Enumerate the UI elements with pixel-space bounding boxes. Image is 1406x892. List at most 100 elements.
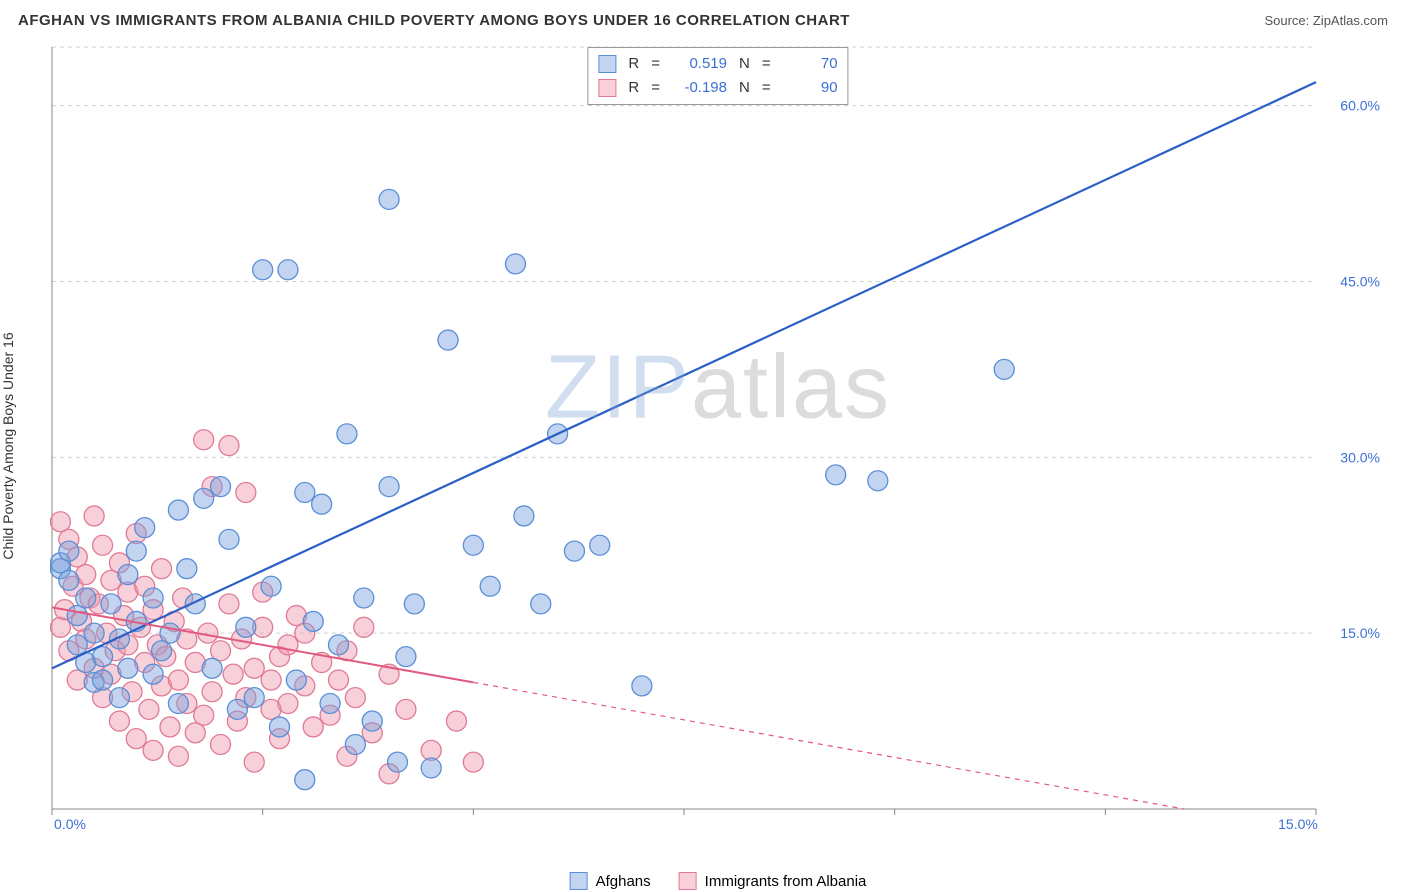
data-point: [379, 477, 399, 497]
data-point: [59, 570, 79, 590]
data-point: [244, 752, 264, 772]
data-point: [261, 576, 281, 596]
data-point: [50, 512, 70, 532]
data-point: [126, 541, 146, 561]
data-point: [93, 535, 113, 555]
plot-area: 15.0%30.0%45.0%60.0%0.0%15.0% ZIPatlas R…: [50, 45, 1386, 862]
data-point: [143, 664, 163, 684]
eq-label: =: [651, 76, 660, 100]
data-point: [379, 189, 399, 209]
n-value: 70: [783, 52, 838, 76]
data-point: [286, 670, 306, 690]
source-attribution: Source: ZipAtlas.com: [1264, 13, 1388, 28]
data-point: [219, 529, 239, 549]
data-point: [295, 482, 315, 502]
eq-label: =: [762, 76, 771, 100]
data-point: [194, 488, 214, 508]
data-point: [505, 254, 525, 274]
legend-label: Immigrants from Albania: [705, 873, 867, 890]
data-point: [354, 588, 374, 608]
data-point: [202, 682, 222, 702]
series-swatch: [598, 55, 616, 73]
data-point: [93, 647, 113, 667]
data-point: [236, 617, 256, 637]
data-point: [564, 541, 584, 561]
data-point: [67, 606, 87, 626]
eq-label: =: [762, 52, 771, 76]
data-point: [446, 711, 466, 731]
data-point: [590, 535, 610, 555]
y-tick-label: 15.0%: [1340, 625, 1380, 641]
data-point: [50, 617, 70, 637]
trend-line: [52, 82, 1316, 668]
data-point: [59, 541, 79, 561]
data-point: [480, 576, 500, 596]
data-point: [126, 729, 146, 749]
legend-label: Afghans: [596, 873, 651, 890]
data-point: [135, 518, 155, 538]
data-point: [404, 594, 424, 614]
data-point: [396, 699, 416, 719]
data-point: [320, 693, 340, 713]
data-point: [514, 506, 534, 526]
data-point: [152, 559, 172, 579]
data-point: [211, 641, 231, 661]
chart-title: AFGHAN VS IMMIGRANTS FROM ALBANIA CHILD …: [18, 12, 850, 29]
x-tick-label: 0.0%: [54, 816, 86, 832]
data-point: [211, 477, 231, 497]
r-label: R: [628, 52, 639, 76]
data-point: [270, 717, 290, 737]
data-point: [868, 471, 888, 491]
data-point: [362, 711, 382, 731]
data-point: [329, 670, 349, 690]
data-point: [278, 260, 298, 280]
data-point: [177, 559, 197, 579]
data-point: [396, 647, 416, 667]
data-point: [139, 699, 159, 719]
series-legend: Afghans Immigrants from Albania: [570, 872, 867, 890]
data-point: [227, 699, 247, 719]
data-point: [194, 430, 214, 450]
data-point: [109, 629, 129, 649]
legend-item: Immigrants from Albania: [679, 872, 867, 890]
data-point: [76, 588, 96, 608]
eq-label: =: [651, 52, 660, 76]
n-label: N: [739, 76, 750, 100]
data-point: [261, 670, 281, 690]
data-point: [337, 424, 357, 444]
data-point: [438, 330, 458, 350]
data-point: [253, 260, 273, 280]
data-point: [143, 740, 163, 760]
data-point: [345, 688, 365, 708]
data-point: [223, 664, 243, 684]
y-axis-label: Child Poverty Among Boys Under 16: [0, 332, 16, 559]
data-point: [152, 641, 172, 661]
correlation-stats-box: R=0.519N=70R=-0.198N=90: [587, 47, 848, 105]
source-prefix: Source:: [1264, 13, 1312, 28]
data-point: [185, 594, 205, 614]
scatter-chart-svg: 15.0%30.0%45.0%60.0%0.0%15.0%: [50, 45, 1386, 835]
n-value: 90: [783, 76, 838, 100]
data-point: [387, 752, 407, 772]
stats-row: R=-0.198N=90: [598, 76, 837, 100]
data-point: [345, 735, 365, 755]
data-point: [67, 635, 87, 655]
data-point: [118, 658, 138, 678]
data-point: [354, 617, 374, 637]
trend-line-extrapolated: [473, 682, 1184, 809]
data-point: [994, 359, 1014, 379]
data-point: [93, 670, 113, 690]
n-label: N: [739, 52, 750, 76]
data-point: [303, 717, 323, 737]
series-swatch: [679, 872, 697, 890]
data-point: [312, 494, 332, 514]
r-value: -0.198: [672, 76, 727, 100]
x-tick-label: 15.0%: [1278, 816, 1318, 832]
data-point: [826, 465, 846, 485]
data-point: [219, 436, 239, 456]
data-point: [463, 752, 483, 772]
data-point: [109, 711, 129, 731]
source-name: ZipAtlas.com: [1313, 13, 1388, 28]
data-point: [84, 623, 104, 643]
data-point: [185, 723, 205, 743]
